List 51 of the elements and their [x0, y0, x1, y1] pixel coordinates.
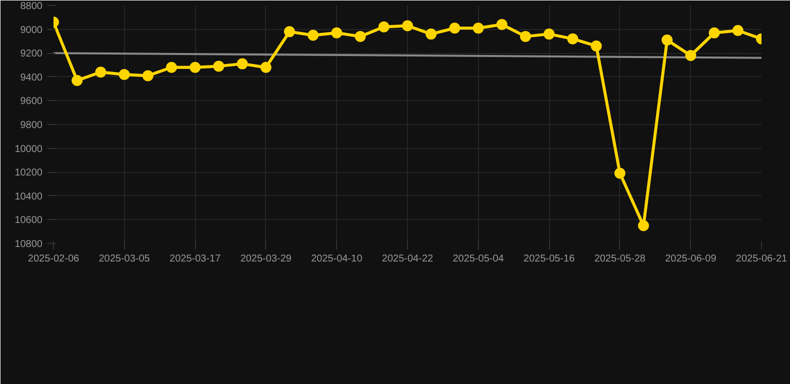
y-tick-label: 10800	[14, 239, 43, 250]
point	[308, 30, 319, 41]
point	[662, 34, 673, 46]
point	[260, 62, 272, 73]
y-tick-label: 9600	[20, 96, 43, 108]
x-tick-label: 2025-03-29	[240, 254, 292, 264]
point	[449, 22, 460, 34]
x-tick-label: 2025-03-05	[98, 254, 150, 264]
point	[732, 25, 744, 36]
point	[496, 19, 508, 30]
x-tick-label: 2025-05-28	[594, 254, 646, 264]
y-tick-label: 9000	[20, 24, 43, 36]
point	[354, 30, 366, 42]
point	[472, 22, 484, 34]
point	[638, 220, 649, 232]
y-tick-label: 9800	[20, 120, 43, 131]
x-tick-label: 2025-04-22	[382, 254, 434, 264]
point	[402, 20, 413, 32]
point	[236, 58, 248, 70]
x-tick-label: 2025-05-16	[524, 254, 576, 264]
x-tick-label: 2025-04-10	[311, 254, 363, 264]
point	[72, 74, 83, 86]
point	[331, 27, 342, 38]
point	[118, 69, 130, 80]
point	[567, 33, 578, 44]
point	[614, 168, 626, 179]
x-tick-label: 2025-06-09	[665, 254, 717, 264]
point	[284, 26, 295, 38]
x-tick-label: 2025-03-17	[170, 254, 222, 264]
y-tick-label: 10400	[14, 191, 43, 202]
point	[685, 50, 696, 61]
point	[142, 70, 154, 82]
point	[590, 40, 602, 52]
point	[95, 66, 106, 78]
x-tick-label: 2025-05-04	[452, 254, 504, 264]
y-tick-label: 8800	[20, 1, 43, 12]
point	[166, 62, 177, 73]
y-tick-label: 9200	[20, 48, 43, 60]
point	[544, 28, 555, 40]
y-tick-label: 9400	[20, 72, 43, 84]
point	[708, 27, 720, 38]
y-tick-label: 10600	[14, 215, 43, 226]
x-tick-label: 2025-06-21	[736, 254, 788, 264]
point	[520, 30, 531, 42]
point	[213, 60, 224, 72]
point	[426, 28, 437, 40]
point	[378, 21, 390, 32]
y-tick-label: 10200	[14, 168, 43, 179]
point	[190, 62, 201, 73]
x-tick-label: 2025-02-06	[28, 254, 80, 264]
y-tick-label: 10000	[14, 144, 43, 155]
